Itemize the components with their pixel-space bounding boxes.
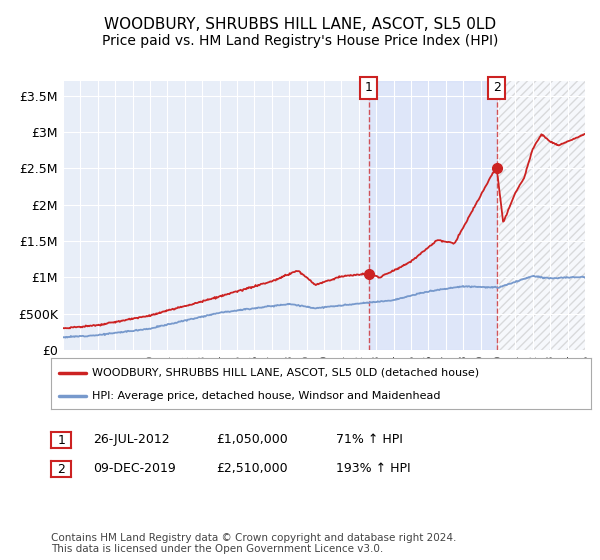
Bar bbox=[497, 81, 585, 350]
Text: £2,510,000: £2,510,000 bbox=[216, 462, 287, 475]
Text: WOODBURY, SHRUBBS HILL LANE, ASCOT, SL5 0LD: WOODBURY, SHRUBBS HILL LANE, ASCOT, SL5 … bbox=[104, 17, 496, 32]
Bar bbox=[497, 81, 585, 350]
Text: 26-JUL-2012: 26-JUL-2012 bbox=[93, 433, 170, 446]
Text: £1,050,000: £1,050,000 bbox=[216, 433, 288, 446]
Text: 1: 1 bbox=[365, 81, 373, 95]
Text: 09-DEC-2019: 09-DEC-2019 bbox=[93, 462, 176, 475]
Text: 1: 1 bbox=[57, 433, 65, 447]
Text: WOODBURY, SHRUBBS HILL LANE, ASCOT, SL5 0LD (detached house): WOODBURY, SHRUBBS HILL LANE, ASCOT, SL5 … bbox=[91, 367, 479, 377]
Text: 2: 2 bbox=[57, 463, 65, 476]
Text: Price paid vs. HM Land Registry's House Price Index (HPI): Price paid vs. HM Land Registry's House … bbox=[102, 34, 498, 48]
Text: 2: 2 bbox=[493, 81, 500, 95]
Bar bbox=[369, 81, 497, 350]
Text: 71% ↑ HPI: 71% ↑ HPI bbox=[336, 433, 403, 446]
Text: Contains HM Land Registry data © Crown copyright and database right 2024.
This d: Contains HM Land Registry data © Crown c… bbox=[51, 533, 457, 554]
Text: HPI: Average price, detached house, Windsor and Maidenhead: HPI: Average price, detached house, Wind… bbox=[91, 391, 440, 401]
Text: 193% ↑ HPI: 193% ↑ HPI bbox=[336, 462, 410, 475]
